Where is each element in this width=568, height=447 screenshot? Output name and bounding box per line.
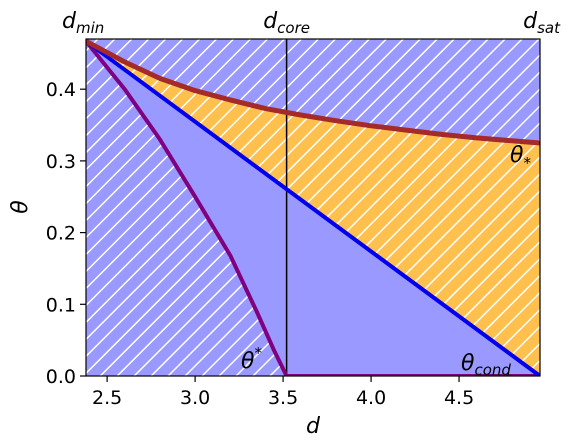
- x-tick-label: 4.5: [444, 387, 474, 409]
- y-tick-label: 0.3: [46, 151, 76, 173]
- x-tick-label: 4.0: [356, 387, 386, 409]
- theta-cond-line: [86, 39, 540, 376]
- y-tick-label: 0.1: [46, 294, 76, 316]
- theta-star-sup-label: θ*: [241, 344, 262, 374]
- theta-star-lower-curve: [86, 39, 540, 376]
- theta-star-sub-label: θ*: [510, 143, 531, 172]
- y-tick-label: 0.0: [46, 366, 76, 388]
- x-tick-label: 2.5: [92, 387, 122, 409]
- x-axis-ticks: 2.5 3.0 3.5 4.0 4.5: [92, 376, 474, 409]
- theta-star-upper-curve: [86, 39, 540, 146]
- y-tick-label: 0.2: [46, 223, 76, 245]
- top-label-d-core: dcore: [263, 9, 310, 37]
- x-tick-label: 3.0: [180, 387, 210, 409]
- x-tick-label: 3.5: [268, 387, 298, 409]
- x-axis-label: d: [306, 414, 321, 439]
- curve-labels: θ* θcond θ*: [241, 143, 531, 379]
- y-tick-label: 0.4: [46, 79, 76, 101]
- plot-frame: [85, 38, 541, 377]
- top-label-d-sat: dsat: [523, 9, 561, 37]
- theta-cond-label: θcond: [461, 351, 511, 379]
- top-label-d-min: dmin: [62, 9, 104, 37]
- y-axis-ticks: 0.0 0.1 0.2 0.3 0.4: [46, 79, 86, 388]
- y-axis-label: θ: [8, 200, 33, 214]
- top-d-labels: dmin dcore dsat: [62, 9, 561, 37]
